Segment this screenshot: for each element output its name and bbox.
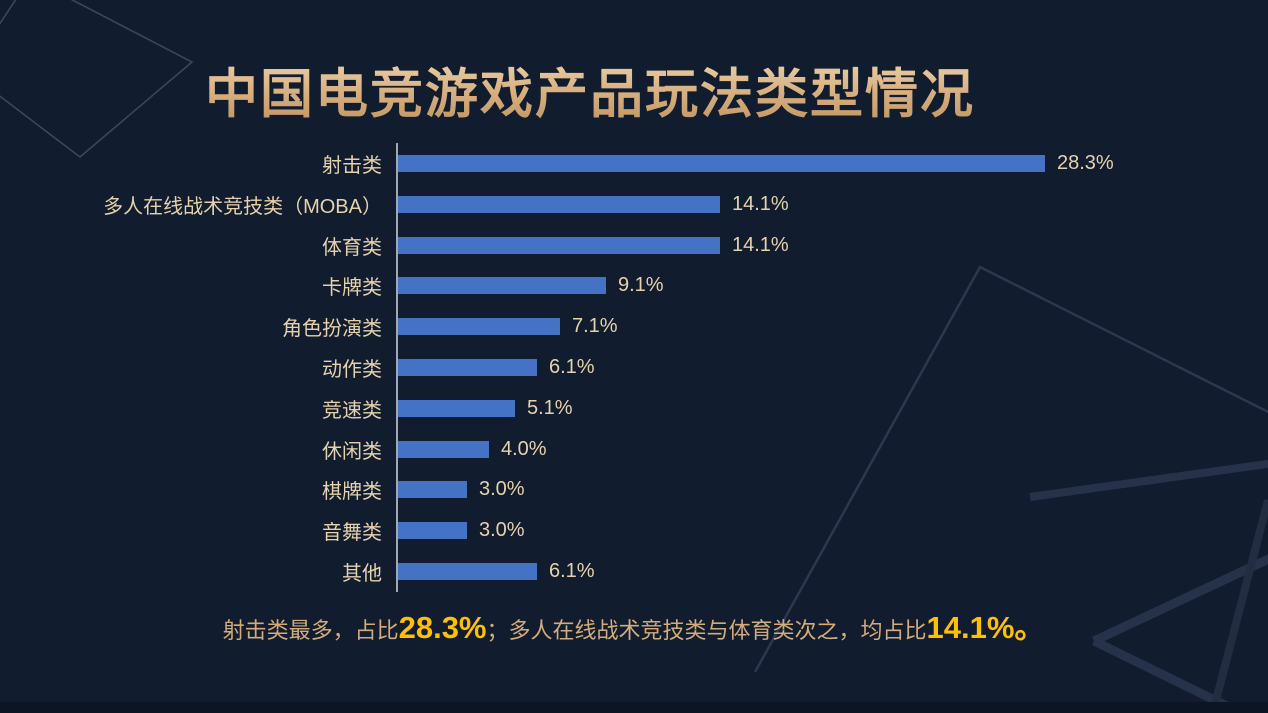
bar <box>398 522 467 540</box>
bar <box>398 318 560 336</box>
bar-track: 5.1% <box>396 387 1140 429</box>
bar <box>398 358 537 376</box>
chart-row: 其他 6.1% <box>0 551 1140 592</box>
caption-text-1: 射击类最多，占比 <box>222 618 399 643</box>
chart-row: 多人在线战术竞技类（MOBA） 14.1% <box>0 183 1140 225</box>
category-label: 动作类 <box>322 358 382 381</box>
chart-row: 竞速类 5.1% <box>0 387 1140 429</box>
category-label: 体育类 <box>322 236 382 259</box>
bar <box>398 481 467 499</box>
category-label: 角色扮演类 <box>282 318 382 341</box>
category-label: 休闲类 <box>322 440 382 463</box>
category-label: 卡牌类 <box>322 277 382 300</box>
bar-track: 14.1% <box>396 183 1140 225</box>
bottom-edge-strip <box>0 702 1268 713</box>
value-label: 3.0% <box>479 478 525 501</box>
bar <box>398 277 606 295</box>
value-label: 14.1% <box>732 233 789 256</box>
category-label: 多人在线战术竞技类（MOBA） <box>103 195 382 218</box>
caption-text-2: ；多人在线战术竞技类与体育类次之，均占比 <box>486 618 927 643</box>
value-label: 28.3% <box>1057 151 1114 174</box>
bar-track: 3.0% <box>396 469 1140 511</box>
value-label: 9.1% <box>618 274 664 297</box>
value-label: 6.1% <box>549 355 595 378</box>
bar <box>398 195 720 213</box>
bar-track: 28.3% <box>396 143 1140 184</box>
category-label: 射击类 <box>322 154 382 177</box>
category-label: 音舞类 <box>322 522 382 545</box>
value-label: 14.1% <box>732 192 789 215</box>
bar-track: 14.1% <box>396 224 1140 266</box>
value-label: 3.0% <box>479 519 525 542</box>
value-label: 6.1% <box>549 560 595 583</box>
bar <box>398 563 537 581</box>
caption-highlight-1: 28.3% <box>398 610 487 645</box>
chart-row: 体育类 14.1% <box>0 224 1140 266</box>
value-label: 7.1% <box>572 315 618 338</box>
bar <box>398 440 489 458</box>
caption-highlight-2: 14.1%。 <box>926 610 1046 645</box>
chart-row: 休闲类 4.0% <box>0 428 1140 470</box>
category-label: 棋牌类 <box>322 481 382 504</box>
bar-track: 7.1% <box>396 306 1140 348</box>
page-title: 中国电竞游戏产品玩法类型情况 <box>0 52 1180 128</box>
bar-track: 6.1% <box>396 551 1140 592</box>
chart-row: 棋牌类 3.0% <box>0 469 1140 511</box>
bar-track: 4.0% <box>396 428 1140 470</box>
value-label: 4.0% <box>501 437 547 460</box>
category-label: 其他 <box>342 563 382 586</box>
chart-row: 卡牌类 9.1% <box>0 265 1140 307</box>
chart-row: 动作类 6.1% <box>0 347 1140 388</box>
bar <box>398 236 720 254</box>
chart-row: 射击类 28.3% <box>0 143 1140 184</box>
category-label: 竞速类 <box>322 399 382 422</box>
bar-track: 3.0% <box>396 510 1140 552</box>
chart-row: 角色扮演类 7.1% <box>0 306 1140 348</box>
bar-track: 6.1% <box>396 347 1140 388</box>
chart-row: 音舞类 3.0% <box>0 510 1140 552</box>
bar-chart: 射击类 28.3% 多人在线战术竞技类（MOBA） 14.1% 体育类 14.1% 卡牌类 9… <box>0 143 1140 592</box>
value-label: 5.1% <box>527 396 573 419</box>
bar <box>398 154 1045 172</box>
bar-track: 9.1% <box>396 265 1140 307</box>
summary-caption: 射击类最多，占比28.3%；多人在线战术竞技类与体育类次之，均占比14.1%。 <box>0 608 1268 651</box>
bar <box>398 399 515 417</box>
